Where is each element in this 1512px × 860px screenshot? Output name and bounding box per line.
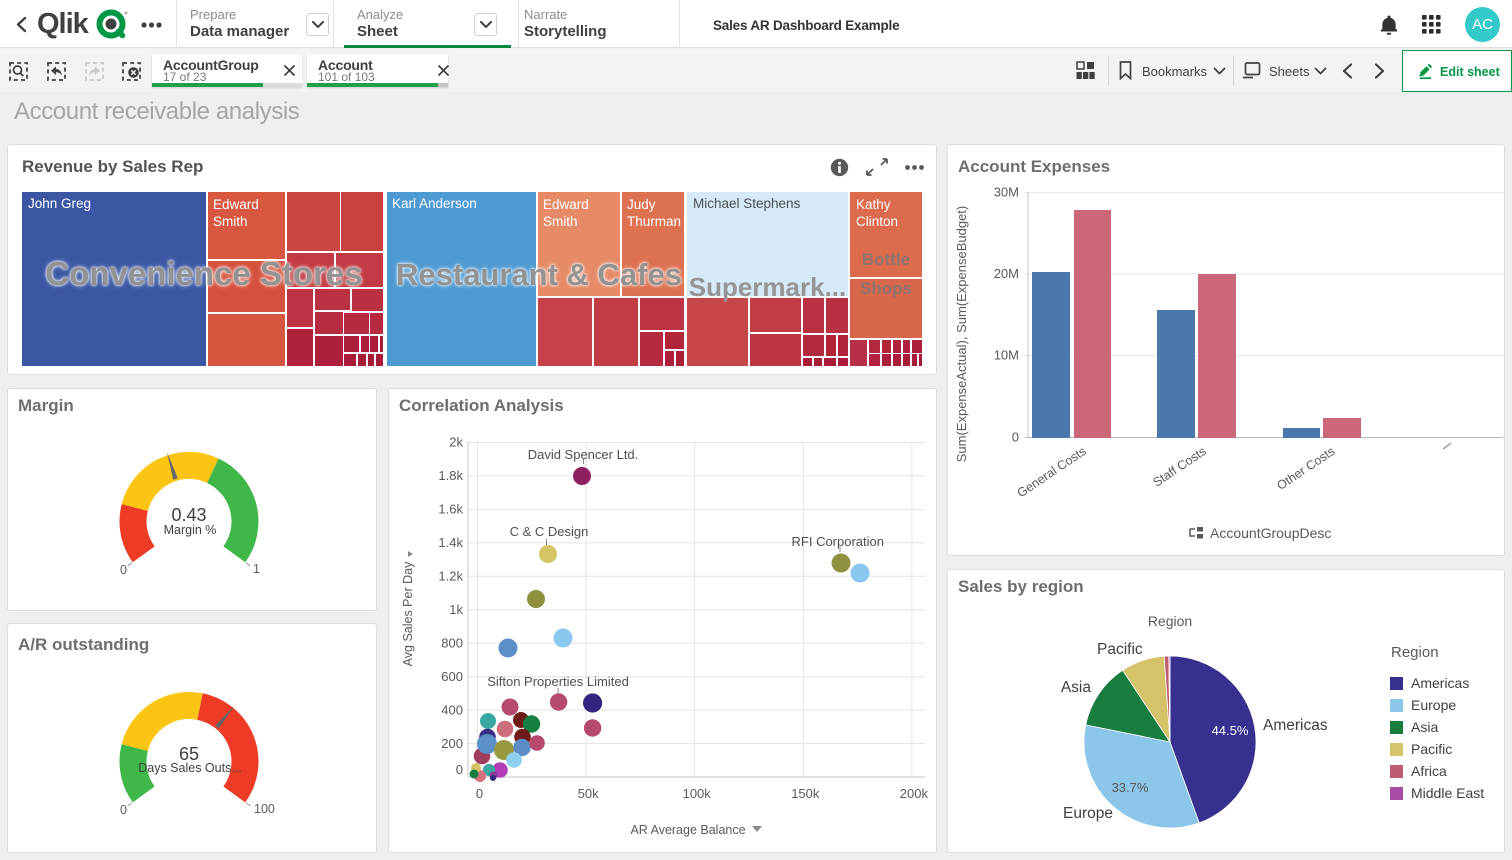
svg-text:Pacific: Pacific: [1097, 641, 1143, 658]
svg-text:44.5%: 44.5%: [1212, 723, 1249, 738]
svg-text:RFI Corporation: RFI Corporation: [792, 534, 884, 549]
svg-text:Sifton Properties Limited: Sifton Properties Limited: [487, 674, 629, 689]
svg-text:20M: 20M: [994, 266, 1019, 281]
svg-text:Sum(ExpenseActual), Sum(Expens: Sum(ExpenseActual), Sum(ExpenseBudget): [954, 206, 969, 463]
svg-text:1.2k: 1.2k: [438, 569, 463, 584]
svg-text:1k: 1k: [449, 602, 463, 617]
svg-text:600: 600: [441, 669, 463, 684]
svg-text:400: 400: [441, 702, 463, 717]
svg-text:Asia: Asia: [1061, 679, 1092, 696]
svg-text:1.4k: 1.4k: [438, 535, 463, 550]
svg-text:10M: 10M: [994, 348, 1019, 363]
svg-text:1.8k: 1.8k: [438, 468, 463, 483]
svg-text:C & C Design: C & C Design: [510, 524, 589, 539]
svg-text:David Spencer Ltd.: David Spencer Ltd.: [528, 447, 639, 462]
svg-text:2k: 2k: [449, 435, 463, 450]
svg-text:50k: 50k: [578, 786, 599, 801]
svg-text:150k: 150k: [791, 786, 820, 801]
svg-text:0: 0: [476, 786, 483, 801]
svg-text:33.7%: 33.7%: [1112, 780, 1149, 795]
svg-text:800: 800: [441, 635, 463, 650]
svg-text:1.6k: 1.6k: [438, 502, 463, 517]
svg-text:Avg Sales Per Day: Avg Sales Per Day: [401, 561, 415, 666]
svg-text:100k: 100k: [683, 786, 712, 801]
svg-text:0: 0: [1012, 430, 1019, 445]
svg-text:30M: 30M: [994, 185, 1019, 200]
svg-text:200: 200: [441, 736, 463, 751]
svg-text:200k: 200k: [900, 786, 929, 801]
svg-text:Americas: Americas: [1263, 717, 1328, 734]
svg-text:0: 0: [456, 762, 463, 777]
svg-text:AR Average Balance: AR Average Balance: [630, 823, 745, 837]
svg-text:Europe: Europe: [1063, 805, 1113, 822]
